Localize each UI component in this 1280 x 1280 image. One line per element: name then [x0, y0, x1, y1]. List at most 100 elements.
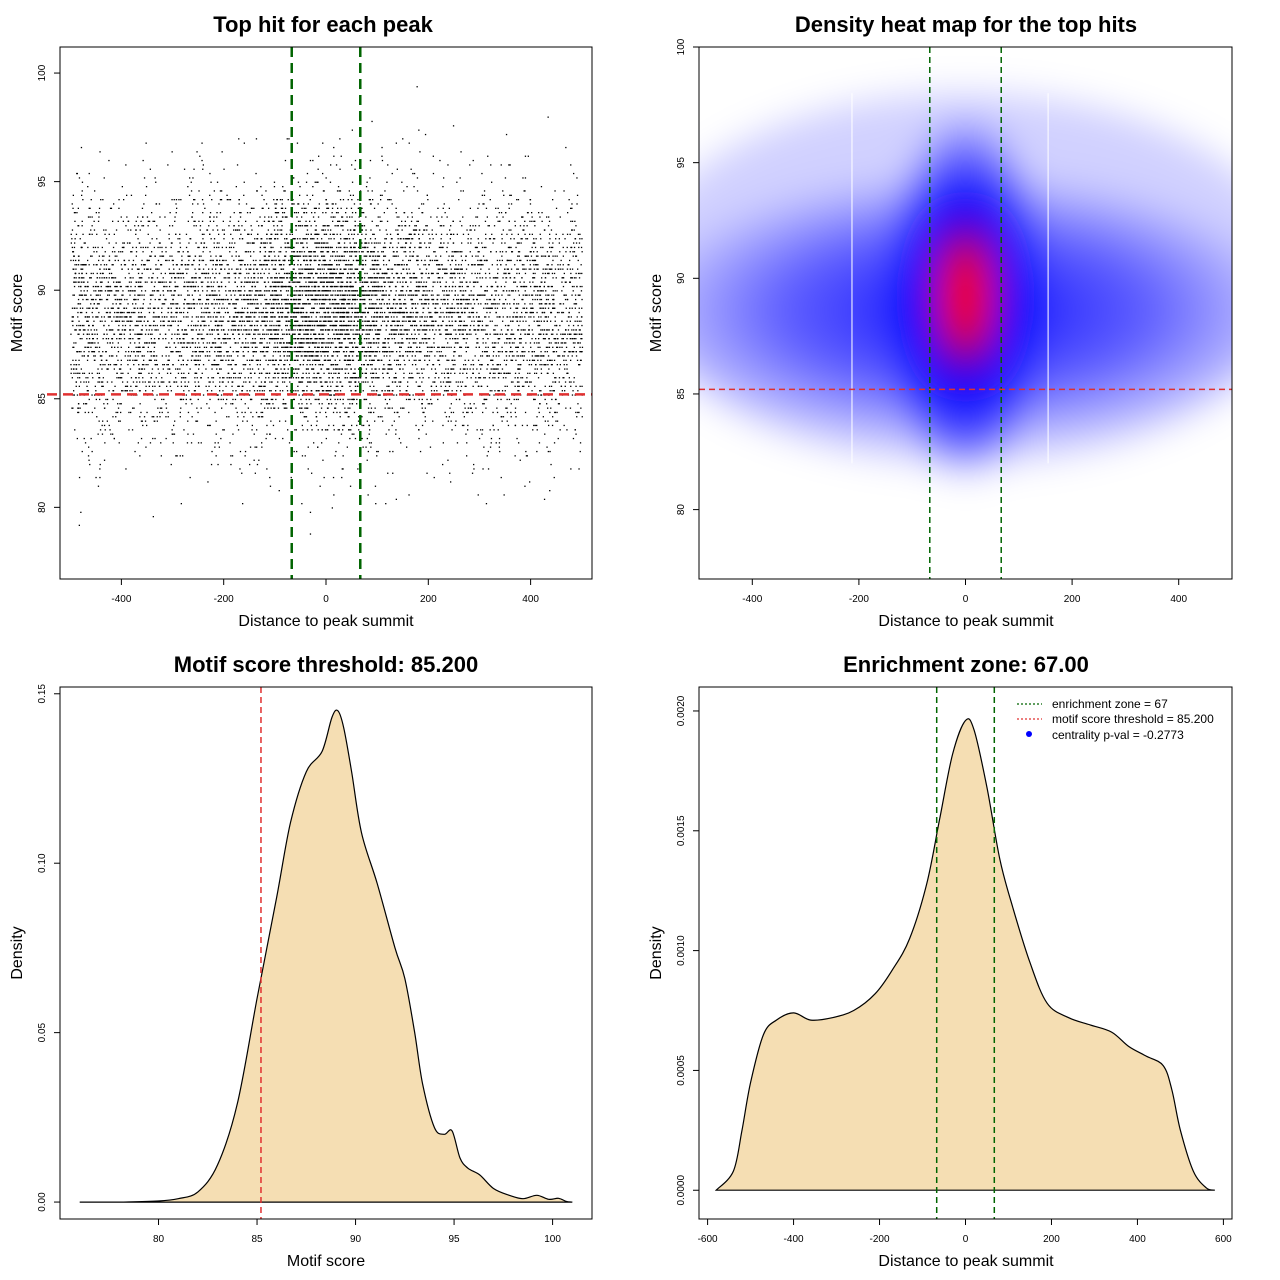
- scatter-point: [195, 242, 197, 244]
- scatter-point: [368, 433, 370, 435]
- scatter-point: [335, 212, 338, 214]
- scatter-point: [145, 329, 148, 331]
- scatter-point: [502, 216, 504, 218]
- scatter-point: [353, 411, 356, 414]
- scatter-point: [332, 476, 335, 479]
- scatter-point: [384, 294, 386, 296]
- scatter-point: [269, 298, 271, 301]
- scatter-point: [292, 246, 294, 249]
- scatter-point: [88, 207, 90, 209]
- scatter-point: [521, 385, 524, 387]
- scatter-point: [424, 303, 426, 305]
- scatter-point: [373, 207, 376, 209]
- scatter-point: [178, 268, 181, 270]
- scatter-point: [284, 420, 287, 422]
- scatter-point: [157, 281, 160, 283]
- scatter-point: [520, 364, 522, 366]
- scatter-point: [334, 346, 336, 348]
- scatter-point: [332, 272, 334, 275]
- scatter-point: [328, 281, 330, 283]
- scatter-point: [233, 338, 235, 340]
- scatter-point: [324, 225, 326, 227]
- scatter-point: [325, 246, 328, 249]
- scatter-point: [398, 320, 400, 322]
- scatter-point: [472, 385, 474, 387]
- scatter-point: [241, 298, 243, 301]
- scatter-point: [260, 186, 262, 188]
- scatter-point: [510, 346, 512, 348]
- scatter-point: [298, 368, 300, 370]
- scatter-point: [432, 420, 434, 422]
- scatter-point: [392, 329, 395, 331]
- scatter-point: [434, 311, 436, 314]
- scatter-point: [517, 199, 520, 201]
- scatter-point: [339, 411, 341, 414]
- scatter-point: [262, 264, 265, 266]
- scatter-point: [228, 355, 230, 357]
- scatter-point: [135, 377, 137, 379]
- scatter-point: [313, 442, 315, 444]
- scatter-point: [568, 351, 570, 353]
- scatter-point: [206, 390, 209, 392]
- scatter-point: [519, 225, 522, 227]
- scatter-point: [573, 277, 576, 279]
- scatter-point: [206, 311, 208, 314]
- scatter-point: [129, 277, 131, 279]
- scatter-point: [126, 390, 128, 392]
- scatter-point: [87, 186, 89, 188]
- scatter-point: [264, 385, 266, 387]
- scatter-point: [497, 368, 499, 370]
- scatter-point: [297, 259, 299, 262]
- scatter-point: [269, 324, 271, 327]
- scatter-point: [379, 303, 381, 305]
- scatter-point: [465, 385, 467, 387]
- scatter-point: [411, 307, 413, 309]
- scatter-point: [487, 225, 489, 227]
- scatter-point: [420, 298, 423, 301]
- scatter-point: [345, 259, 347, 262]
- scatter-point: [531, 233, 533, 235]
- scatter-point: [310, 424, 312, 427]
- scatter-point: [475, 407, 477, 409]
- scatter-point: [204, 277, 206, 279]
- scatter-point: [96, 346, 98, 348]
- scatter-point: [243, 368, 245, 370]
- scatter-point: [321, 324, 323, 327]
- scatter-point: [219, 385, 221, 387]
- scatter-point: [416, 177, 419, 179]
- scatter-point: [138, 268, 140, 270]
- scatter-point: [266, 342, 268, 344]
- scatter-point: [385, 316, 387, 318]
- scatter-point: [223, 168, 225, 170]
- scatter-point: [528, 385, 530, 387]
- scatter-point: [345, 355, 347, 357]
- scatter-point: [99, 476, 101, 479]
- scatter-point: [544, 303, 546, 305]
- scatter-point: [374, 329, 376, 331]
- scatter-point: [92, 338, 94, 340]
- scatter-point: [378, 264, 380, 266]
- scatter-point: [246, 420, 248, 422]
- scatter-point: [405, 307, 407, 309]
- scatter-point: [334, 368, 337, 370]
- scatter-point: [297, 294, 299, 296]
- scatter-point: [115, 320, 118, 322]
- scatter-point: [83, 277, 85, 279]
- scatter-point: [570, 246, 572, 249]
- scatter-point: [320, 377, 322, 379]
- scatter-point: [467, 429, 469, 431]
- scatter-point: [240, 290, 242, 292]
- scatter-point: [319, 381, 322, 383]
- scatter-point: [514, 225, 516, 227]
- scatter-point: [379, 329, 382, 331]
- scatter-point: [303, 355, 306, 357]
- scatter-point: [305, 285, 307, 288]
- scatter-point: [219, 294, 221, 296]
- scatter-point: [302, 411, 304, 414]
- scatter-point: [502, 290, 504, 292]
- scatter-point: [392, 351, 394, 353]
- scatter-point: [454, 290, 456, 292]
- scatter-point: [533, 285, 535, 288]
- scatter-point: [521, 264, 524, 266]
- scatter-point: [514, 424, 516, 427]
